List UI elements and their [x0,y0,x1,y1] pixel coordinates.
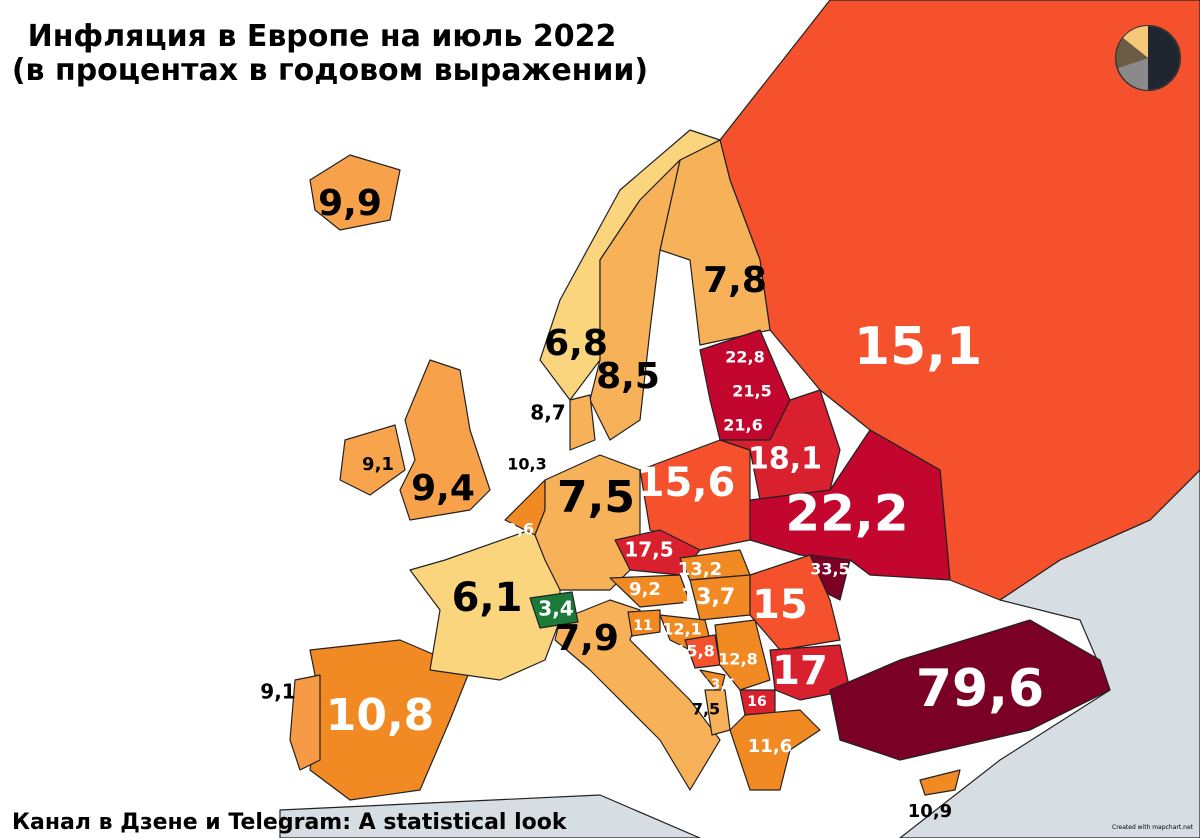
austria [609,574,691,608]
region-label: 21,5 [732,382,771,401]
region-label: 15 [752,582,808,628]
region-label: 10,9 [908,801,952,822]
ireland [339,424,406,496]
region-label: 7,5 [692,700,720,719]
belarus [719,389,841,501]
finland [659,139,771,346]
region-label: 17,5 [624,538,673,562]
region-label: 9,4 [411,468,475,509]
serbia [714,619,771,691]
denmark [569,394,596,451]
region-label: 15,1 [854,317,982,377]
sweden [589,159,681,441]
region-label: 6,1 [452,575,523,621]
region-label: 9,2 [629,579,661,600]
credit: Created with mapchart.net [1112,824,1194,831]
romania [749,554,841,651]
germany [534,454,641,591]
region-label: 10,8 [326,690,435,741]
region-label: 10,3 [507,455,546,474]
region-label: 8,5 [596,356,660,397]
subtitle: (в процентах в годовом выражении) [12,53,648,88]
region-label: 12,1 [662,620,701,639]
region-label: 6,8 [544,323,608,364]
montenegro [699,669,726,696]
region-label: 15,8 [675,642,714,661]
region-label: 79,6 [916,659,1044,719]
region-label: 7,9 [555,618,619,659]
region-label: 22,2 [785,485,908,543]
region-label: 7,8 [703,260,767,301]
region-label: 9,6 [506,520,534,539]
region-label: 18,1 [748,442,822,477]
region-label: 13,2 [678,559,722,580]
region-label: 8,7 [530,401,565,425]
region-label: 22,8 [725,348,764,367]
region-label: 15,6 [637,460,736,506]
title: Инфляция в Европе на июль 2022 [28,19,617,54]
other-land [279,794,701,838]
region-label: 12,8 [718,650,757,669]
logo-slice [1118,58,1148,90]
footer: Канал в Дзене и Telegram: A statistical … [12,810,568,835]
region-label: 9,1 [362,454,394,475]
slovenia [627,609,661,637]
region-label: 11 [633,618,652,634]
iceland [309,154,401,231]
region-label: 13,5 [701,677,736,693]
logo-slice [1116,38,1148,68]
italy [554,599,721,791]
region-label: 33,5 [810,560,849,579]
uk [399,359,491,521]
turkey [829,619,1111,761]
region-label: 11,6 [748,736,792,757]
greece [729,709,821,791]
bulgaria [769,644,851,701]
cyprus [919,769,961,796]
switzerland [529,591,579,629]
ukraine [749,429,951,581]
region-label: 21,6 [723,416,762,435]
region-label: 9,9 [318,183,382,224]
region-label: 17 [772,648,828,694]
region-label: 3,4 [538,597,573,621]
region-label: 7,5 [557,472,635,523]
region-label: 13,7 [681,585,735,610]
logo-slice [1123,25,1148,58]
portugal [289,674,321,771]
region-label: 9,1 [260,680,295,704]
region-label: 16 [747,694,766,710]
logo [1115,25,1181,91]
countries [279,0,1200,838]
